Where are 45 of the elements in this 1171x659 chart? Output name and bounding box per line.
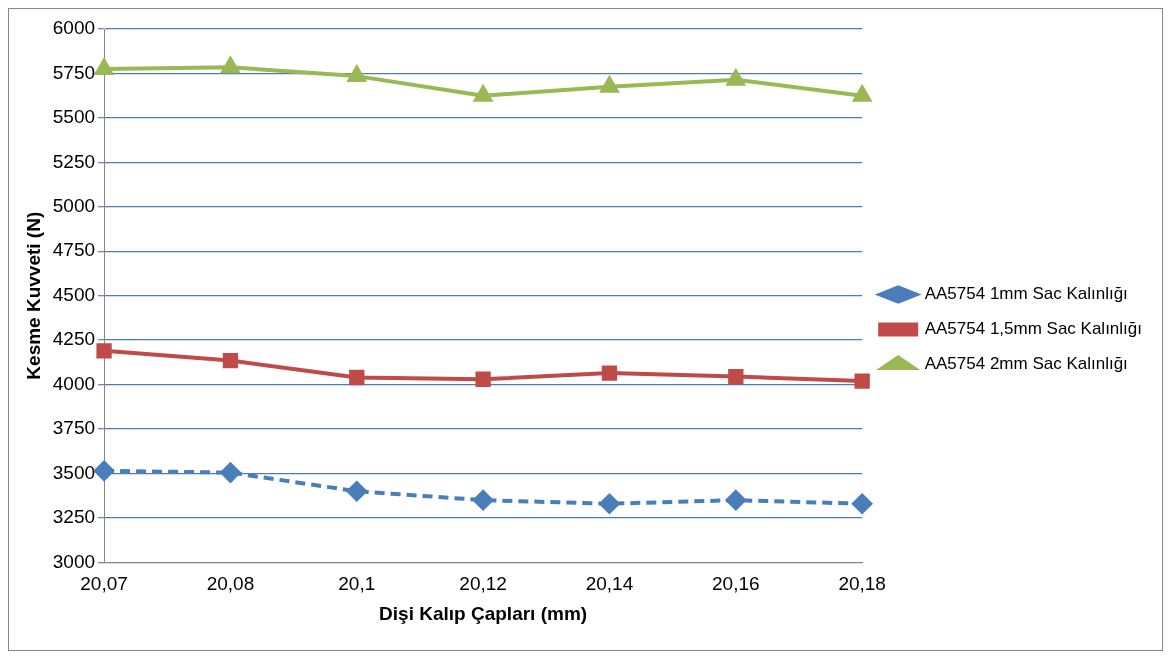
y-tick-label: 3000 (52, 550, 96, 572)
point (601, 365, 618, 381)
y-axis-title: Kesme Kuvveti (N) (22, 211, 44, 380)
x-tick-label: 20,18 (838, 573, 886, 595)
y-tick-label: 4250 (52, 328, 96, 350)
y-tick-label: 4000 (52, 372, 96, 394)
point (851, 83, 873, 102)
x-tick-label: 20,07 (80, 573, 128, 595)
point (473, 490, 494, 511)
point (725, 67, 746, 86)
y-tick-label: 5500 (52, 106, 96, 128)
y-tick-label: 5750 (52, 61, 96, 83)
legend-label: AA5754 2mm Sac Kalınlığı (924, 354, 1128, 374)
x-tick-label: 20,1 (338, 573, 376, 595)
point (96, 343, 112, 359)
point (349, 369, 365, 386)
x-tick-label: 20,16 (712, 573, 760, 595)
point (599, 493, 620, 514)
point (94, 460, 115, 481)
point (852, 493, 873, 514)
point (728, 368, 744, 385)
point (725, 490, 746, 511)
y-tick-label: 3750 (52, 417, 96, 439)
y-tick-label: 6000 (52, 17, 96, 39)
x-tick-label: 20,12 (459, 573, 507, 595)
legend-label: AA5754 1mm Sac Kalınlığı (924, 284, 1128, 304)
point (472, 83, 494, 102)
point (475, 371, 491, 387)
y-tick-label: 3250 (52, 506, 96, 528)
point (346, 481, 367, 502)
x-axis-title: Dişi Kalıp Çapları (mm) (379, 602, 588, 624)
y-tick-label: 4500 (52, 283, 96, 305)
point (220, 462, 241, 483)
y-tick-label: 5000 (52, 195, 96, 217)
point (347, 66, 366, 83)
point (221, 57, 240, 74)
point (599, 74, 620, 93)
x-tick-label: 20,08 (206, 573, 255, 595)
y-tick-label: 3500 (52, 461, 96, 483)
y-tick-label: 4750 (52, 239, 96, 261)
point (854, 373, 870, 389)
y-tick-label: 5250 (52, 150, 96, 172)
point (222, 352, 239, 369)
x-tick-label: 20,14 (585, 573, 634, 595)
legend-label: AA5754 1,5mm Sac Kalınlığı (924, 319, 1142, 339)
